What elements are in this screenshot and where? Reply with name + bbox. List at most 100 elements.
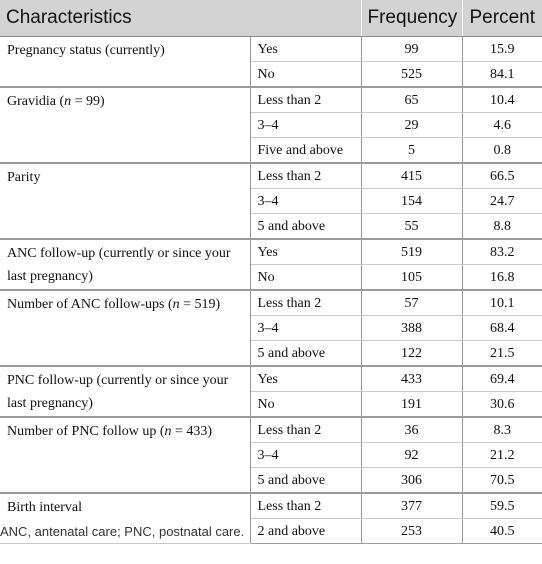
table-row: Pregnancy status (currently) Yes 99 15.9 (0, 36, 542, 88)
frequency-cell: 29 (361, 112, 463, 138)
table-header: Characteristics Frequency Percent (0, 0, 542, 37)
category-cell: Less than 2 (250, 492, 362, 519)
category-cell: Less than 2 (250, 289, 362, 316)
characteristic-label: ANC follow-up (currently or since your l… (0, 238, 251, 291)
characteristic-label: PNC follow-up (currently or since your l… (0, 365, 251, 418)
category-cell: 2 and above (250, 518, 362, 544)
table-row: Gravidia (n = 99) Less than 2 65 10.4 (0, 86, 542, 164)
category-cell: 3–4 (250, 315, 362, 341)
characteristic-label-text: Gravidia ( (7, 94, 65, 109)
table-footnote: ANC, antenatal care; PNC, postnatal care… (0, 524, 245, 539)
frequency-cell: 105 (361, 264, 463, 291)
frequency-cell: 36 (361, 416, 463, 443)
percent-cell: 15.9 (462, 36, 542, 62)
table-row: Five and above 5 0.8 (0, 137, 542, 164)
table-row: No 191 30.6 (0, 391, 542, 418)
table-row: Number of PNC follow up (n = 433) Less th… (0, 416, 542, 494)
category-cell: 5 and above (250, 340, 362, 367)
category-cell: No (250, 391, 362, 418)
category-cell: Yes (250, 238, 362, 265)
category-cell: 3–4 (250, 188, 362, 214)
sample-size-variable: n (64, 94, 72, 109)
percent-cell: 21.5 (462, 340, 542, 367)
category-cell: Five and above (250, 137, 362, 164)
percent-cell: 0.8 (462, 137, 542, 164)
characteristic-label-text: Number of ANC follow-ups ( (7, 297, 173, 312)
frequency-cell: 99 (361, 36, 463, 62)
percent-cell: 4.6 (462, 112, 542, 138)
frequency-cell: 92 (361, 442, 463, 468)
category-cell: No (250, 264, 362, 291)
frequency-cell: 122 (361, 340, 463, 367)
header-percent: Percent (462, 0, 542, 37)
category-cell: 5 and above (250, 213, 362, 240)
percent-cell: 70.5 (462, 467, 542, 494)
table-row: ANC follow-up (currently or since your l… (0, 238, 542, 291)
percent-cell: 66.5 (462, 162, 542, 189)
table-row: 3–4 388 68.4 (0, 315, 542, 341)
percent-cell: 83.2 (462, 238, 542, 265)
characteristic-label: Pregnancy status (currently) (0, 36, 251, 88)
percent-cell: 40.5 (462, 518, 542, 544)
characteristic-label: Number of ANC follow-ups (n = 519) (0, 289, 251, 367)
category-cell: Yes (250, 365, 362, 392)
frequency-cell: 519 (361, 238, 463, 265)
percent-cell: 84.1 (462, 61, 542, 88)
table-row: 2 and above 253 40.5 (0, 518, 542, 544)
characteristics-table: Characteristics Frequency Percent Pregna… (0, 0, 542, 544)
table-row: 3–4 92 21.2 (0, 442, 542, 468)
frequency-cell: 65 (361, 86, 463, 113)
sample-size-value: = 433) (171, 424, 213, 439)
frequency-cell: 154 (361, 188, 463, 214)
frequency-cell: 253 (361, 518, 463, 544)
table-row: Parity Less than 2 415 66.5 (0, 162, 542, 240)
characteristic-label: Gravidia (n = 99) (0, 86, 251, 164)
table-row: Number of ANC follow-ups (n = 519) Less t… (0, 289, 542, 367)
percent-cell: 16.8 (462, 264, 542, 291)
header-frequency: Frequency (361, 0, 463, 37)
sample-size-value: = 519) (179, 297, 221, 312)
table-row: No 525 84.1 (0, 61, 542, 88)
table-row: 5 and above 55 8.8 (0, 213, 542, 240)
frequency-cell: 388 (361, 315, 463, 341)
percent-cell: 8.8 (462, 213, 542, 240)
frequency-cell: 377 (361, 492, 463, 519)
percent-cell: 59.5 (462, 492, 542, 519)
frequency-cell: 306 (361, 467, 463, 494)
table-row: 3–4 29 4.6 (0, 112, 542, 138)
frequency-cell: 433 (361, 365, 463, 392)
percent-cell: 24.7 (462, 188, 542, 214)
percent-cell: 21.2 (462, 442, 542, 468)
header-characteristics: Characteristics (0, 0, 362, 37)
frequency-cell: 191 (361, 391, 463, 418)
sample-size-value: = 99) (71, 94, 105, 109)
sample-size-variable: n (172, 297, 180, 312)
frequency-cell: 5 (361, 137, 463, 164)
category-cell: 3–4 (250, 112, 362, 138)
table-row: 3–4 154 24.7 (0, 188, 542, 214)
category-cell: Yes (250, 36, 362, 62)
percent-cell: 8.3 (462, 416, 542, 443)
percent-cell: 30.6 (462, 391, 542, 418)
characteristic-label: Number of PNC follow up (n = 433) (0, 416, 251, 494)
category-cell: Less than 2 (250, 416, 362, 443)
frequency-cell: 415 (361, 162, 463, 189)
table-body: Pregnancy status (currently) Yes 99 15.9 No 5… (0, 36, 542, 544)
sample-size-variable: n (164, 424, 172, 439)
characteristic-label-text: Number of PNC follow up ( (7, 424, 165, 439)
category-cell: Less than 2 (250, 162, 362, 189)
frequency-cell: 525 (361, 61, 463, 88)
characteristic-label: Birth interval (0, 492, 251, 544)
frequency-cell: 57 (361, 289, 463, 316)
category-cell: 5 and above (250, 467, 362, 494)
category-cell: No (250, 61, 362, 88)
frequency-cell: 55 (361, 213, 463, 240)
percent-cell: 10.4 (462, 86, 542, 113)
table-row: No 105 16.8 (0, 264, 542, 291)
table-row: PNC follow-up (currently or since your l… (0, 365, 542, 418)
category-cell: Less than 2 (250, 86, 362, 113)
category-cell: 3–4 (250, 442, 362, 468)
characteristic-label: Parity (0, 162, 251, 240)
percent-cell: 10.1 (462, 289, 542, 316)
table-row: Birth interval Less than 2 377 59.5 (0, 492, 542, 544)
